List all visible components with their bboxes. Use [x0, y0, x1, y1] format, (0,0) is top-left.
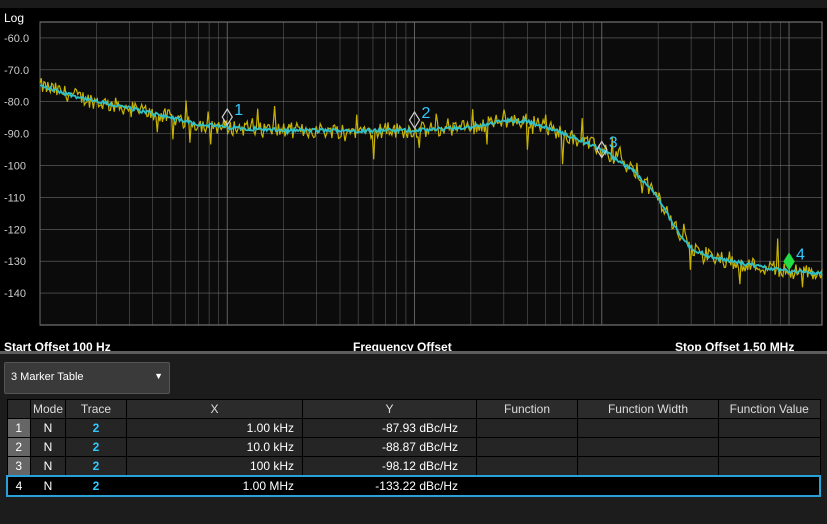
marker-function-width [577, 475, 719, 497]
marker-2[interactable]: 2 [408, 105, 431, 130]
marker-y: -133.22 dBc/Hz [302, 475, 477, 497]
marker-3[interactable]: 3 [596, 135, 618, 159]
y-tick-label: -120 [4, 224, 26, 236]
marker-trace: 2 [65, 475, 127, 497]
col-header-x: X [126, 399, 303, 419]
marker-x: 1.00 MHz [126, 475, 303, 497]
start-offset-label: Start Offset 100 Hz [4, 340, 111, 354]
marker-function-value [718, 475, 821, 497]
trace-plot: Log -60.0 -70.0 -80.0 -90.0 -100 -110 -120 -130… [0, 8, 827, 351]
marker-1[interactable]: 1 [221, 102, 243, 127]
marker-function [476, 418, 578, 438]
marker-function-width [577, 437, 719, 457]
marker-label: 1 [234, 102, 243, 119]
marker-number: 4 [6, 475, 31, 497]
marker-trace: 2 [65, 437, 127, 457]
x-axis-annotation: Start Offset 100 Hz Frequency Offset Sto… [0, 338, 827, 358]
marker-trace: 2 [65, 418, 127, 438]
marker-table: Mode Trace X Y Function Function Width F… [6, 399, 821, 497]
y-tick-label: -130 [4, 256, 26, 268]
marker-function-width [577, 418, 719, 438]
table-row-selected[interactable]: 4 N 2 1.00 MHz -133.22 dBc/Hz [6, 475, 821, 497]
panel-divider [0, 351, 827, 354]
marker-function-width [577, 456, 719, 477]
marker-label: 3 [609, 135, 618, 152]
table-row[interactable]: 1 N 2 1.00 kHz -87.93 dBc/Hz [6, 418, 821, 438]
y-tick-label: -100 [4, 161, 26, 173]
table-type-dropdown[interactable]: 3 Marker Table ▼ [4, 362, 170, 394]
marker-x: 100 kHz [126, 456, 303, 477]
y-tick-label: -80.0 [4, 97, 29, 109]
marker-function [476, 437, 578, 457]
frequency-offset-label: Frequency Offset [353, 340, 452, 354]
marker-diamond-icon [221, 107, 233, 127]
trace-display[interactable]: Log -60.0 -70.0 -80.0 -90.0 -100 -110 -120 -130… [0, 8, 827, 354]
trace-raw [39, 78, 823, 288]
marker-mode: N [30, 456, 66, 477]
chevron-down-icon: ▼ [154, 371, 163, 381]
dropdown-label: 3 Marker Table [11, 371, 84, 383]
marker-mode: N [30, 437, 66, 457]
col-header-function-value: Function Value [718, 399, 821, 419]
marker-function-value [718, 437, 821, 457]
table-header-row: Mode Trace X Y Function Function Width F… [6, 399, 821, 419]
trace-averaged [39, 84, 823, 277]
col-header-function-width: Function Width [577, 399, 719, 419]
col-header-mode: Mode [30, 399, 66, 419]
scale-type-label: Log [4, 11, 24, 25]
marker-label: 2 [422, 105, 431, 122]
y-tick-label: -60.0 [4, 33, 29, 45]
status-strip [0, 0, 827, 8]
graticule [39, 21, 823, 326]
y-tick-label: -70.0 [4, 65, 29, 77]
y-tick-label: -90.0 [4, 129, 29, 141]
marker-number: 1 [6, 418, 31, 438]
y-tick-label: -110 [4, 192, 25, 204]
table-row[interactable]: 3 N 2 100 kHz -98.12 dBc/Hz [6, 456, 821, 477]
marker-4[interactable]: 4 [783, 246, 805, 271]
marker-number: 2 [6, 437, 31, 457]
col-header-y: Y [302, 399, 477, 419]
marker-y: -98.12 dBc/Hz [302, 456, 477, 477]
col-header-function: Function [476, 399, 578, 419]
col-header-index [6, 399, 31, 419]
marker-diamond-icon [596, 140, 608, 159]
marker-mode: N [30, 475, 66, 497]
marker-label: 4 [796, 246, 805, 263]
marker-function [476, 475, 578, 497]
marker-function-value [718, 456, 821, 477]
marker-y: -88.87 dBc/Hz [302, 437, 477, 457]
y-tick-label: -140 [4, 288, 26, 300]
marker-number: 3 [6, 456, 31, 477]
col-header-trace: Trace [65, 399, 127, 419]
marker-x: 1.00 kHz [126, 418, 303, 438]
marker-trace: 2 [65, 456, 127, 477]
table-row[interactable]: 2 N 2 10.0 kHz -88.87 dBc/Hz [6, 437, 821, 457]
stop-offset-label: Stop Offset 1.50 MHz [675, 340, 795, 354]
marker-y: -87.93 dBc/Hz [302, 418, 477, 438]
marker-function [476, 456, 578, 477]
marker-mode: N [30, 418, 66, 438]
marker-diamond-icon [783, 252, 795, 271]
marker-function-value [718, 418, 821, 438]
marker-table-panel: 3 Marker Table ▼ Mode Trace X Y Function… [0, 354, 827, 524]
marker-diamond-icon [408, 110, 421, 130]
marker-x: 10.0 kHz [126, 437, 303, 457]
